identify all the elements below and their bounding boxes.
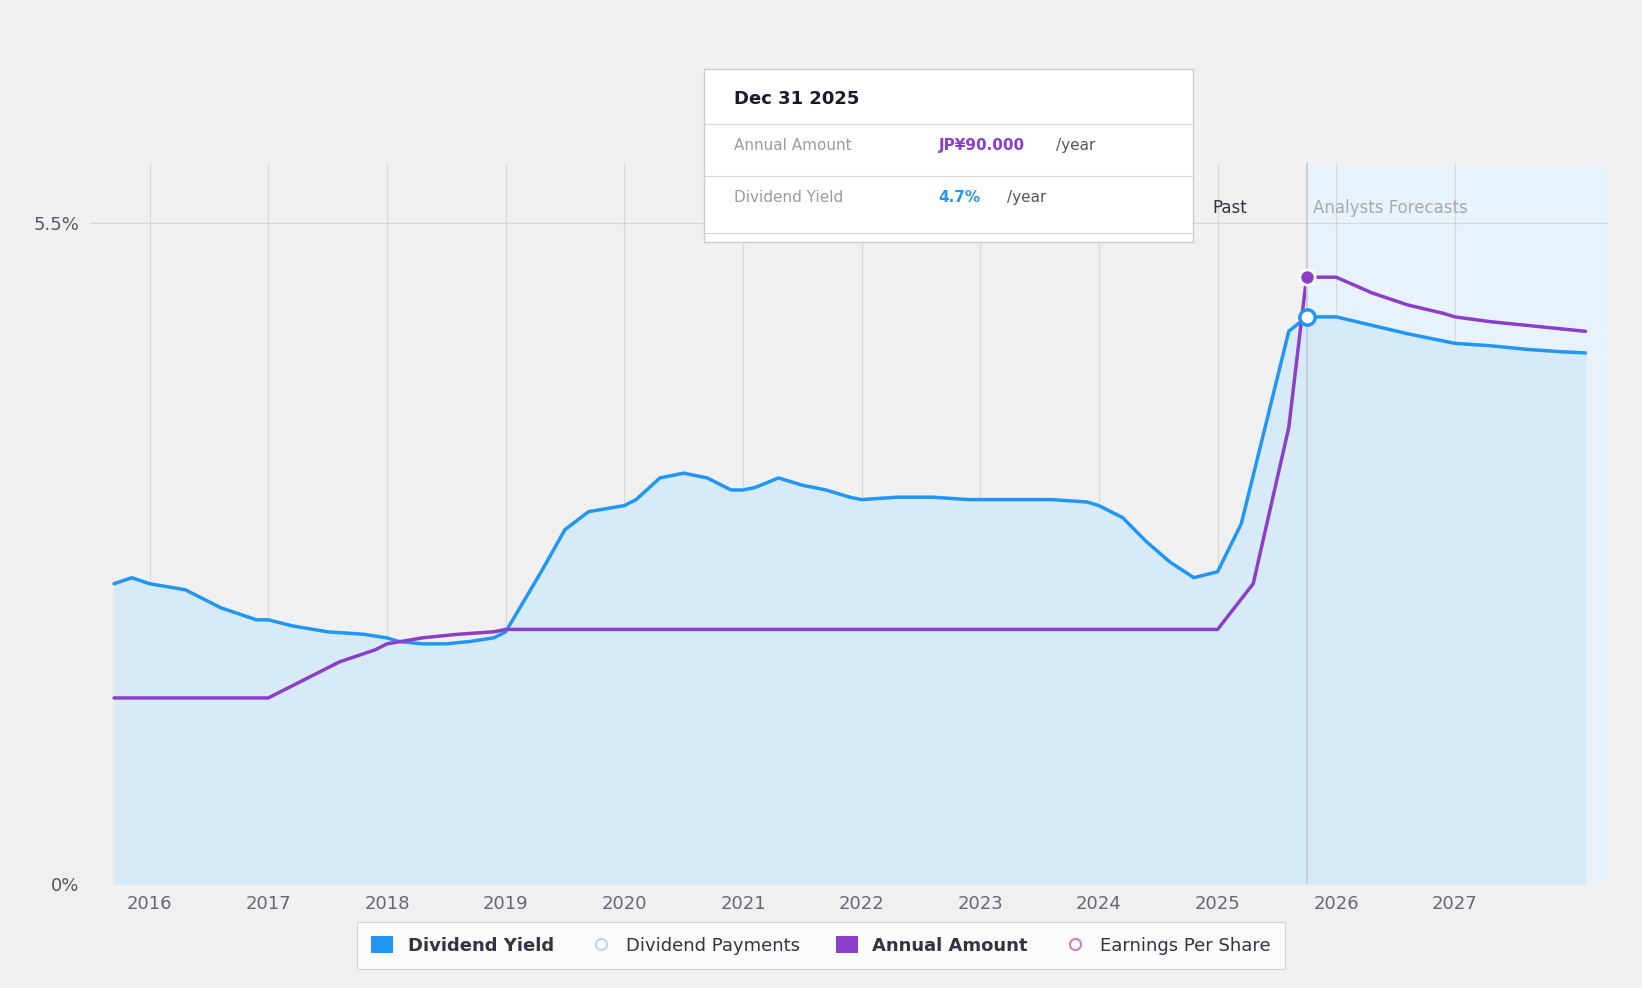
Text: /year: /year (1056, 138, 1095, 153)
Text: Dividend Yield: Dividend Yield (734, 191, 842, 206)
Text: Past: Past (1212, 200, 1248, 217)
Legend: Dividend Yield, Dividend Payments, Annual Amount, Earnings Per Share: Dividend Yield, Dividend Payments, Annua… (356, 922, 1286, 969)
Text: Analysts Forecasts: Analysts Forecasts (1312, 200, 1468, 217)
Text: 4.7%: 4.7% (939, 191, 980, 206)
Text: /year: /year (1007, 191, 1046, 206)
Text: Annual Amount: Annual Amount (734, 138, 851, 153)
Text: JP¥90.000: JP¥90.000 (939, 138, 1025, 153)
Bar (1307, 163, 1609, 884)
Text: Dec 31 2025: Dec 31 2025 (734, 90, 859, 108)
